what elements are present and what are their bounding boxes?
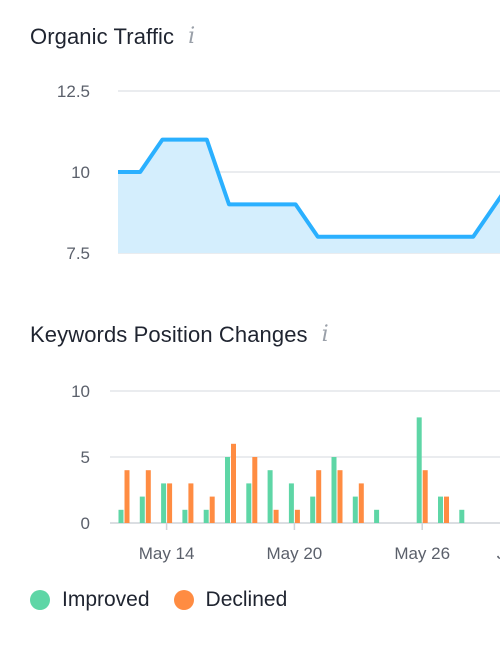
bar-declined[interactable] [145,470,151,523]
bar-improved[interactable] [203,509,209,523]
bar-declined[interactable] [422,470,428,523]
y-tick-label: 10 [71,163,90,182]
bar-declined[interactable] [231,443,236,523]
bar-declined[interactable] [337,470,343,523]
legend-label-declined: Declined [205,588,288,611]
bar-improved[interactable] [310,496,316,523]
legend-item-improved[interactable]: Improved [30,588,150,612]
bar-declined[interactable] [209,496,215,523]
y-tick-label: 0 [81,514,90,533]
bar-improved[interactable] [182,509,188,523]
info-icon[interactable]: i [321,322,329,347]
keywords-position-chart: 10 5 0 May 14 May 20 May 26 J [71,382,500,563]
bar-improved[interactable] [288,483,294,523]
bar-declined[interactable] [316,470,322,523]
traffic-line[interactable] [118,137,500,239]
bar-improved[interactable] [416,417,422,523]
bar-improved[interactable] [267,470,273,523]
y-tick-label: 5 [81,448,90,467]
organic-traffic-chart: 12.5 10 7.5 [57,82,500,263]
bar-improved[interactable] [161,483,167,523]
legend-item-declined[interactable]: Declined [173,588,288,612]
bar-improved[interactable] [139,496,145,523]
y-tick-label: 12.5 [57,82,90,101]
x-tick-label: May 20 [267,544,323,563]
bar-improved[interactable] [118,509,124,523]
bar-improved[interactable] [331,457,337,523]
organic-traffic-title: Organic Traffic i [30,24,195,50]
chart-legend: Improved Declined [30,588,311,612]
keywords-position-title-text: Keywords Position Changes [30,322,308,347]
bar-improved[interactable] [438,496,443,523]
x-tick-label: May 26 [394,544,450,563]
traffic-area-fill [118,139,500,253]
bar-improved[interactable] [374,509,380,523]
bar-declined[interactable] [124,470,130,523]
bar-improved[interactable] [225,457,230,523]
x-tick-label: J [497,544,500,563]
keywords-position-title: Keywords Position Changes i [30,322,329,348]
legend-dot-improved [30,590,50,610]
bar-declined[interactable] [358,483,364,523]
bar-improved[interactable] [459,509,465,523]
bar-declined[interactable] [444,496,449,523]
bar-declined[interactable] [252,457,258,523]
bar-declined[interactable] [167,483,173,523]
organic-traffic-title-text: Organic Traffic [30,24,175,49]
bar-declined[interactable] [188,483,194,523]
y-tick-label: 10 [71,382,90,401]
y-tick-label: 7.5 [66,244,90,263]
bar-declined[interactable] [273,509,279,523]
info-icon[interactable]: i [188,24,196,49]
x-tick-label: May 14 [139,544,195,563]
bar-improved[interactable] [246,483,252,523]
bar-declined[interactable] [294,509,300,523]
legend-dot-declined [173,590,194,610]
bar-improved[interactable] [352,496,358,523]
legend-label-improved: Improved [62,588,150,611]
